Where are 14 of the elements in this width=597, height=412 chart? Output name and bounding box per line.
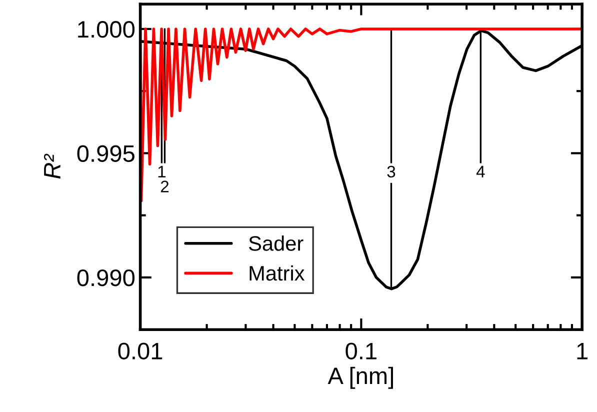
y-tick-label: 0.990 <box>77 269 135 286</box>
x-tick-label: 1 <box>577 342 588 360</box>
y-axis-title: R² <box>44 154 60 179</box>
annotation: 2 <box>160 180 169 192</box>
x-tick-label: 0.1 <box>346 342 376 360</box>
legend-label: Matrix <box>250 265 305 281</box>
y-tick-label: 0.995 <box>77 145 134 162</box>
legend-label: Sader <box>249 236 304 251</box>
annotation: 4 <box>476 166 485 178</box>
x-tick-label: 0.01 <box>118 342 162 360</box>
annotation: 1 <box>158 166 166 178</box>
x-axis-title: A [nm] <box>328 366 393 389</box>
y-tick-label: 1.000 <box>78 21 135 38</box>
annotation: 3 <box>387 166 396 178</box>
